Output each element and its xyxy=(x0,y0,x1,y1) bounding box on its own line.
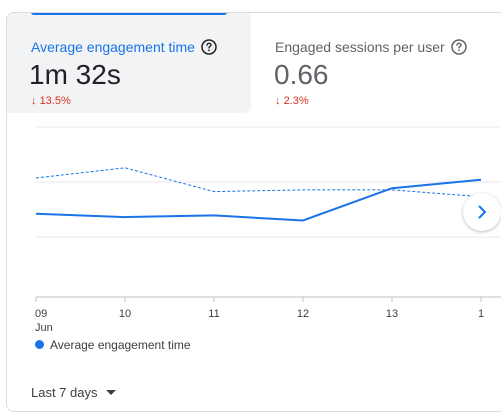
help-circle-icon[interactable] xyxy=(450,39,467,55)
date-range-dropdown[interactable]: Last 7 days xyxy=(31,385,116,400)
legend-dot xyxy=(35,340,44,349)
chevron-right-icon xyxy=(478,205,486,219)
metric-value: 0.66 xyxy=(274,59,329,90)
metric-change-value: 13.5% xyxy=(39,95,71,107)
engagement-card: Average engagement time 1m 32s ↓ 13.5% E… xyxy=(6,12,501,412)
metric-change-value: 2.3% xyxy=(283,95,309,107)
chart-legend: Average engagement time xyxy=(35,338,191,352)
arrow-down-icon: ↓ xyxy=(275,95,281,107)
x-tick-label: 09 xyxy=(35,308,47,320)
date-range-label: Last 7 days xyxy=(31,385,98,400)
x-tick-label: 10 xyxy=(119,308,131,320)
metric-label: Average engagement time xyxy=(31,39,195,55)
metric-label: Engaged sessions per user xyxy=(275,39,445,55)
series-line xyxy=(35,178,482,222)
metric-label-wrapper: Engaged sessions per user xyxy=(275,39,467,55)
caret-down-icon xyxy=(105,390,116,395)
help-circle-icon[interactable] xyxy=(201,39,217,55)
metric-tab-average-engagement-time[interactable]: Average engagement time 1m 32s ↓ 13.5% xyxy=(7,13,251,113)
x-tick-label: 13 xyxy=(386,308,398,320)
metric-change: ↓ 2.3% xyxy=(275,95,309,107)
x-tick-label: 12 xyxy=(297,308,309,320)
x-month-label: Jun xyxy=(35,322,53,334)
arrow-down-icon: ↓ xyxy=(31,95,37,107)
comparison-series-line xyxy=(35,167,482,198)
x-tick-label: 11 xyxy=(208,308,219,320)
metric-change: ↓ 13.5% xyxy=(31,95,71,107)
metric-label-wrapper: Average engagement time xyxy=(31,39,217,55)
metric-value: 1m 32s xyxy=(29,59,121,90)
x-tick-label: 1 xyxy=(478,308,484,320)
legend-label: Average engagement time xyxy=(50,338,191,352)
active-tab-indicator xyxy=(31,13,227,15)
next-chart-button[interactable] xyxy=(463,193,501,231)
line-chart: 09 10 11 12 13 1 Jun xyxy=(35,126,501,334)
metric-tab-engaged-sessions-per-user[interactable]: Engaged sessions per user 0.66 ↓ 2.3% xyxy=(269,13,501,113)
